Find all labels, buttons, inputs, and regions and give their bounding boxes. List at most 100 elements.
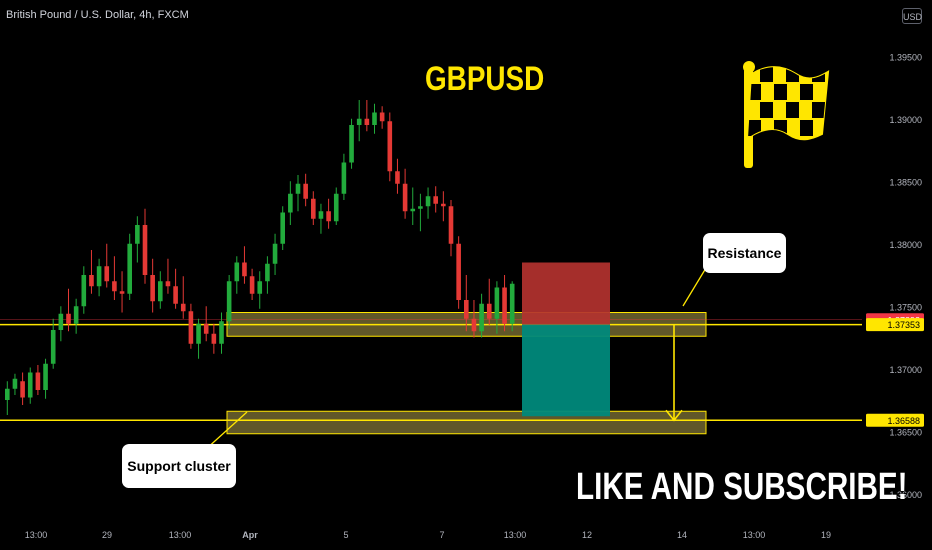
candle[interactable] <box>448 200 454 257</box>
candle[interactable] <box>58 306 64 342</box>
candle[interactable] <box>295 175 301 212</box>
candle[interactable] <box>249 268 255 300</box>
candle[interactable] <box>135 216 140 263</box>
currency-badge[interactable]: USD <box>902 8 922 24</box>
candle[interactable] <box>494 281 500 334</box>
candle[interactable] <box>20 372 25 406</box>
support-zone[interactable] <box>226 410 707 435</box>
candle[interactable] <box>242 246 247 284</box>
candle[interactable] <box>303 173 308 207</box>
candle-body <box>395 171 400 184</box>
candle[interactable] <box>433 186 438 213</box>
price-tick-label: 1.39500 <box>889 52 922 62</box>
candle[interactable] <box>226 275 232 329</box>
candle[interactable] <box>333 187 339 226</box>
candle[interactable] <box>471 300 477 338</box>
candle[interactable] <box>387 112 393 182</box>
candle[interactable] <box>280 206 285 250</box>
price-tag-label: 1.36588 <box>887 416 920 426</box>
candle[interactable] <box>464 275 469 332</box>
candle-body <box>425 196 431 207</box>
candle[interactable] <box>150 258 155 313</box>
candle[interactable] <box>265 256 270 294</box>
candle[interactable] <box>418 193 423 232</box>
candle[interactable] <box>341 153 347 200</box>
candle[interactable] <box>372 103 377 134</box>
time-tick-label: 14 <box>677 530 687 540</box>
candle[interactable] <box>311 191 316 225</box>
candle[interactable] <box>410 187 416 226</box>
candle[interactable] <box>318 203 324 234</box>
symbol-title[interactable]: British Pound / U.S. Dollar, 4h, FXCM <box>6 9 189 21</box>
candle[interactable] <box>73 298 79 334</box>
candle[interactable] <box>203 306 209 342</box>
candle[interactable] <box>326 198 331 229</box>
candle[interactable] <box>379 106 385 129</box>
candle-body <box>494 287 500 319</box>
time-tick-label: 12 <box>582 530 592 540</box>
price-tick-label: 1.38000 <box>889 240 922 250</box>
candle[interactable] <box>119 271 125 313</box>
candlestick-series <box>5 100 515 415</box>
candle-body <box>150 275 155 302</box>
candle[interactable] <box>112 256 117 300</box>
candle[interactable] <box>173 268 178 309</box>
candle-body <box>58 313 64 330</box>
candle[interactable] <box>5 381 10 415</box>
candle[interactable] <box>349 118 354 169</box>
candle[interactable] <box>486 278 492 325</box>
candle[interactable] <box>180 276 186 319</box>
candle[interactable] <box>142 208 148 284</box>
time-tick-label: 13:00 <box>169 530 192 540</box>
candle[interactable] <box>356 100 362 142</box>
time-tick-label: 5 <box>343 530 348 540</box>
candle-body <box>203 323 209 334</box>
candle[interactable] <box>425 187 431 219</box>
candle[interactable] <box>35 365 41 395</box>
candle-body <box>349 125 354 163</box>
candle[interactable] <box>364 100 370 132</box>
time-tick-label: 7 <box>439 530 444 540</box>
candle[interactable] <box>50 318 56 369</box>
candle-body <box>158 281 163 302</box>
candle[interactable] <box>127 233 132 300</box>
stop-loss-zone[interactable] <box>522 262 610 325</box>
candle[interactable] <box>288 181 293 225</box>
take-profit-zone[interactable] <box>522 324 610 417</box>
candle[interactable] <box>196 318 201 359</box>
candle-body <box>35 372 41 390</box>
candle[interactable] <box>27 367 33 404</box>
candle[interactable] <box>211 323 217 354</box>
target-arrow-head <box>665 409 683 422</box>
candle-body <box>12 378 18 389</box>
candle[interactable] <box>12 373 18 395</box>
candle[interactable] <box>104 243 110 288</box>
candle[interactable] <box>89 250 94 294</box>
candle[interactable] <box>395 158 400 194</box>
candle-body <box>249 276 255 294</box>
candle[interactable] <box>66 288 71 332</box>
candle[interactable] <box>272 233 278 275</box>
candle[interactable] <box>43 358 48 399</box>
candle[interactable] <box>234 256 240 294</box>
candle[interactable] <box>158 271 163 309</box>
candle[interactable] <box>257 271 263 309</box>
candle[interactable] <box>456 236 461 309</box>
candle-body <box>479 303 484 332</box>
candle[interactable] <box>188 303 194 349</box>
candle[interactable] <box>96 258 102 297</box>
candle[interactable] <box>441 191 446 222</box>
candle[interactable] <box>219 312 224 354</box>
candle[interactable] <box>479 293 484 338</box>
candle-body <box>257 281 263 294</box>
candle-body <box>471 318 477 332</box>
price-tag-label: 1.37353 <box>887 320 920 330</box>
candle[interactable] <box>402 168 408 219</box>
candle-body <box>448 206 454 244</box>
candle[interactable] <box>502 275 507 332</box>
candle[interactable] <box>81 266 87 314</box>
candle[interactable] <box>165 258 171 294</box>
candle[interactable] <box>509 281 515 332</box>
candle-body <box>418 206 423 209</box>
